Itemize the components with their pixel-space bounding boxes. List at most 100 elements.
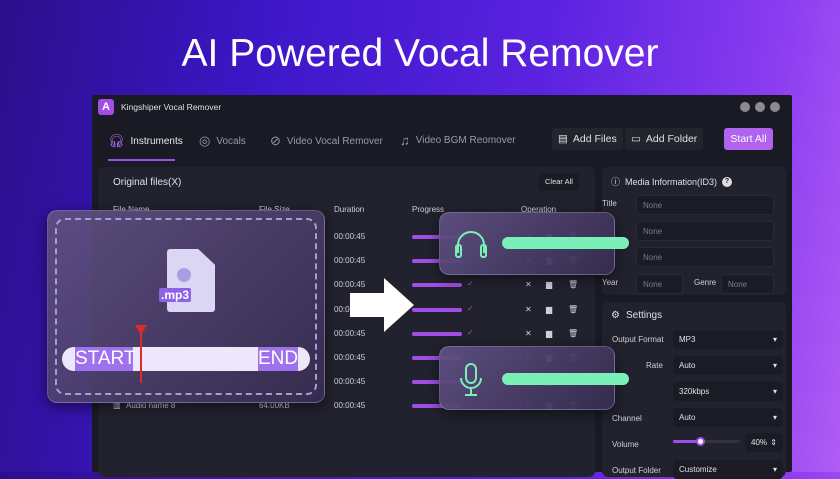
tab-label: Vocals <box>216 135 246 147</box>
folder-icon: ▭ <box>631 133 641 145</box>
duration: 00:00:45 <box>334 401 366 411</box>
genre-label: Genre <box>694 278 717 287</box>
app-logo: A <box>98 99 114 115</box>
headline: AI Powered Vocal Remover <box>181 32 659 75</box>
sample-rate-select[interactable]: Auto ▾ <box>673 356 783 375</box>
media-title: Media Information(ID3) <box>625 176 718 187</box>
remove-icon[interactable]: ✕ <box>525 280 532 290</box>
tab-label: Instruments <box>130 135 183 147</box>
help-icon[interactable]: ? <box>722 176 733 187</box>
headphones-icon: 🎧︎ <box>108 133 125 148</box>
album-input[interactable]: None <box>636 247 774 267</box>
tab-vocals[interactable]: ◎ Vocals <box>199 133 246 149</box>
duration: 00:00:45 <box>334 256 366 266</box>
chevron-down-icon: ▾ <box>772 361 777 370</box>
tab-label: Video BGM Reomover <box>415 135 516 146</box>
progress-bar <box>412 356 462 360</box>
remove-icon[interactable]: ✕ <box>525 304 532 314</box>
bitrate-value: 320kbps <box>679 387 710 396</box>
headphones-icon <box>455 231 487 258</box>
output-folder-label: Output Folder <box>612 466 661 475</box>
maximize-button[interactable] <box>755 102 765 112</box>
trash-icon[interactable]: 🗑︎ <box>568 328 579 338</box>
sample-rate-value: Auto <box>679 361 696 370</box>
tab-video-bgm-remover[interactable]: ♫ Video BGM Reomover <box>400 133 516 148</box>
artist-input[interactable]: None <box>636 221 774 241</box>
chevron-down-icon: ▾ <box>772 387 777 396</box>
col-duration: Duration <box>334 205 365 214</box>
progress-bar <box>412 404 462 409</box>
check-icon: ✓ <box>467 303 474 313</box>
col-operation: Operation <box>521 205 557 214</box>
files-title: Original files(X) <box>113 177 182 188</box>
vocals-progress <box>502 373 629 385</box>
app-title: Kingshiper Vocal Remover <box>121 102 222 112</box>
file-ext-badge: .mp3 <box>159 288 192 302</box>
check-icon: ✓ <box>467 279 474 289</box>
volume-slider[interactable] <box>673 437 740 446</box>
vocals-icon: ◎ <box>199 133 211 148</box>
vocals-output-card <box>439 346 629 410</box>
channel-label: Channel <box>612 414 642 423</box>
col-file-size: File Size <box>259 205 290 214</box>
folder-icon[interactable]: ▆ <box>546 304 553 314</box>
volume-stepper[interactable]: 40% ⇕ <box>745 433 783 452</box>
title-label: Title <box>602 199 617 208</box>
sample-rate-label: Rate <box>646 361 663 370</box>
file-icon: ▤ <box>558 133 568 145</box>
title-input[interactable]: None <box>636 195 774 215</box>
start-all-button[interactable]: Start All <box>724 128 773 150</box>
remove-icon[interactable]: ✕ <box>525 328 532 338</box>
bitrate-select[interactable]: 320kbps ▾ <box>673 382 783 401</box>
duration: 00:00:45 <box>334 353 366 362</box>
volume-handle[interactable] <box>695 437 705 446</box>
genre-input[interactable]: None <box>721 274 774 294</box>
settings-title: Settings <box>625 310 663 321</box>
drop-zone[interactable] <box>55 218 317 395</box>
add-folder-label: Add Folder <box>645 133 698 145</box>
duration: 00:00:45 <box>334 377 366 387</box>
microphone-icon <box>460 363 482 396</box>
year-label: Year <box>602 278 619 287</box>
output-folder-value: Customize <box>679 465 717 474</box>
playhead-icon[interactable] <box>135 325 147 335</box>
trash-icon[interactable]: 🗑︎ <box>568 304 579 314</box>
add-files-button[interactable]: ▤ Add Files <box>552 128 623 150</box>
volume-value: 40% <box>751 438 768 447</box>
clear-all-button[interactable]: Clear All <box>539 173 579 191</box>
year-input[interactable]: None <box>636 274 683 294</box>
audio-trim-card: .mp3 START END <box>47 210 325 403</box>
folder-icon[interactable]: ▆ <box>546 328 553 338</box>
mic-off-icon: ⊘ <box>270 133 281 148</box>
channel-select[interactable]: Auto ▾ <box>673 408 783 427</box>
chevron-down-icon: ▾ <box>772 335 777 344</box>
arrow-right-icon <box>350 278 414 332</box>
folder-icon[interactable]: ▆ <box>546 280 553 290</box>
chevron-down-icon: ▾ <box>772 413 777 422</box>
tab-video-vocal-remover[interactable]: ⊘ Video Vocal Remover <box>270 133 383 149</box>
music-off-icon: ♫ <box>400 133 410 148</box>
end-marker[interactable]: END <box>258 347 299 371</box>
gear-icon: ⚙ <box>611 310 620 321</box>
duration: 00:00:45 <box>334 280 366 290</box>
progress-bar <box>412 259 462 264</box>
trash-icon[interactable]: 🗑︎ <box>568 280 579 290</box>
output-format-select[interactable]: MP3 ▾ <box>673 330 783 349</box>
file-size: 64.00KB <box>259 401 290 411</box>
col-progress: Progress <box>412 205 445 214</box>
add-folder-button[interactable]: ▭ Add Folder <box>625 128 704 150</box>
volume-label: Volume <box>612 440 639 449</box>
file-icon <box>167 249 215 312</box>
minimize-button[interactable] <box>740 102 750 112</box>
start-marker[interactable]: START <box>75 347 136 371</box>
instruments-output-card <box>439 212 629 275</box>
output-folder-select[interactable]: Customize ▾ <box>673 460 783 479</box>
duration: 00:00:45 <box>334 304 366 314</box>
volume-fill <box>673 440 700 443</box>
media-info-panel: ⓘ Media Information(ID3)? Title None None… <box>602 167 786 295</box>
close-button[interactable] <box>770 102 780 112</box>
playhead-line <box>140 331 142 383</box>
progress-bar <box>412 283 462 288</box>
col-file-name: File Name <box>113 205 149 214</box>
tab-instruments[interactable]: 🎧︎ Instruments <box>108 133 183 149</box>
